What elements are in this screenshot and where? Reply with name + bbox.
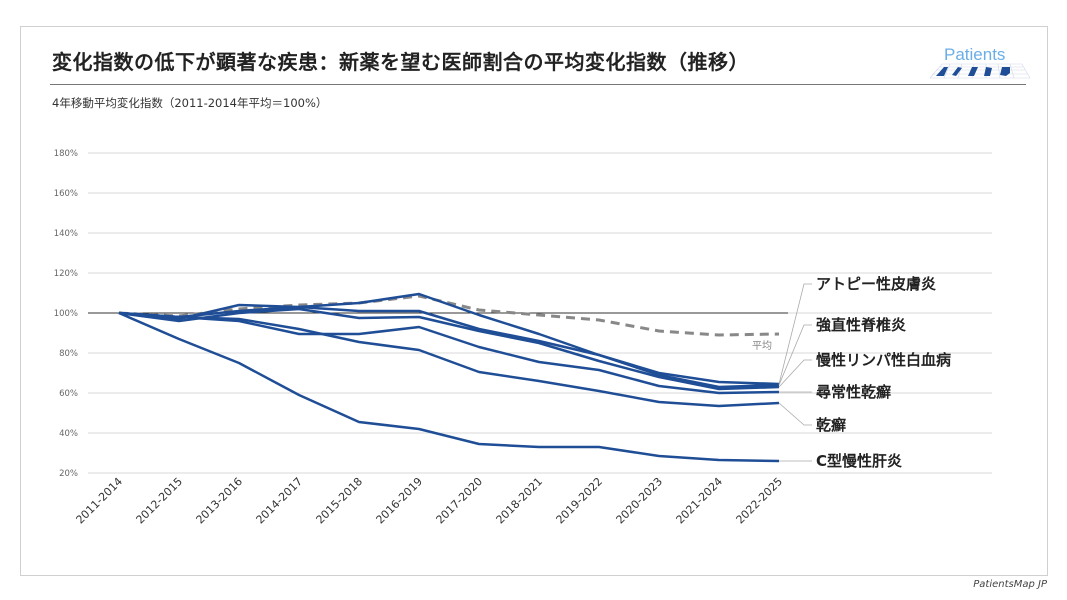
- series-label: 慢性リンパ性白血病: [816, 351, 951, 369]
- y-tick-label: 100%: [54, 309, 78, 319]
- y-tick-label: 160%: [54, 189, 78, 199]
- x-tick-label: 2017-2020: [434, 475, 486, 527]
- average-series-label: 平均: [752, 340, 772, 352]
- patientsmap-logo: Patients: [922, 40, 1032, 80]
- series-line: [118, 292, 780, 386]
- y-tick-label: 20%: [59, 469, 78, 479]
- x-tick-label: 2015-2018: [314, 475, 366, 527]
- x-tick-label: 2019-2022: [554, 475, 606, 527]
- x-tick-label: 2018-2021: [494, 475, 546, 527]
- leader-line: [778, 402, 812, 426]
- x-tick-label: 2020-2023: [614, 475, 666, 527]
- y-tick-label: 140%: [54, 229, 78, 239]
- series-label: C型慢性肝炎: [816, 452, 902, 470]
- series-label: 乾癬: [816, 416, 846, 434]
- series-line: [118, 303, 780, 389]
- x-tick-label: 2011-2014: [74, 475, 126, 527]
- series-label: 尋常性乾癬: [816, 383, 891, 401]
- series-label: アトピー性皮膚炎: [816, 275, 936, 293]
- y-tick-label: 40%: [59, 429, 78, 439]
- x-tick-label: 2021-2024: [674, 475, 726, 527]
- series-line: [118, 311, 780, 463]
- svg-text:Patients: Patients: [944, 45, 1005, 64]
- footer-credit: PatientsMap JP: [973, 579, 1047, 590]
- series-label: 強直性脊椎炎: [816, 316, 906, 334]
- x-tick-label: 2022-2025: [734, 475, 786, 527]
- y-axis-title: 4年移動平均変化指数（2011-2014年平均＝100%）: [52, 96, 328, 110]
- series-line: [118, 311, 780, 395]
- series-line: [118, 307, 780, 391]
- x-tick-label: 2013-2016: [194, 475, 246, 527]
- average-series-line: [118, 294, 780, 337]
- x-tick-label: 2012-2015: [134, 475, 186, 527]
- y-tick-label: 180%: [54, 149, 78, 159]
- x-tick-label: 2014-2017: [254, 475, 306, 527]
- title-divider: [50, 84, 1026, 85]
- leader-line: [778, 324, 812, 386]
- series-line: [118, 311, 780, 408]
- y-tick-label: 80%: [59, 349, 78, 359]
- x-tick-label: 2016-2019: [374, 475, 426, 527]
- leader-line: [778, 359, 812, 388]
- y-tick-label: 60%: [59, 389, 78, 399]
- page-title: 変化指数の低下が顕著な疾患：新薬を望む医師割合の平均変化指数（推移）: [52, 50, 749, 74]
- slide-frame: [20, 26, 1048, 576]
- y-tick-label: 120%: [54, 269, 78, 279]
- leader-line: [778, 283, 812, 385]
